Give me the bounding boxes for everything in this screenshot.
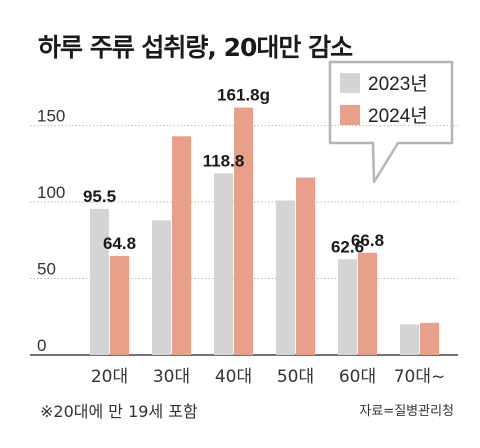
bar-2023 xyxy=(214,173,233,355)
data-label: 64.8 xyxy=(103,234,136,253)
data-label: 66.8 xyxy=(351,231,384,250)
bar-2024 xyxy=(358,252,377,355)
bar-2024 xyxy=(172,136,191,355)
x-tick-label: 30대 xyxy=(153,367,190,387)
bar-2023 xyxy=(276,200,295,355)
x-tick-label: 20대 xyxy=(91,367,128,387)
data-label: 95.5 xyxy=(83,187,116,206)
y-tick-label: 50 xyxy=(37,260,56,279)
footnote: ※20대에 만 19세 포함 xyxy=(40,402,198,421)
x-tick-label: 50대 xyxy=(277,367,314,387)
bar-2024 xyxy=(110,255,129,355)
bar-2023 xyxy=(152,220,171,355)
bar-2023 xyxy=(90,208,109,355)
bar-2024 xyxy=(420,322,439,355)
x-tick-label: 40대 xyxy=(215,367,252,387)
legend-swatch-2024 xyxy=(340,105,360,125)
bar-2023 xyxy=(400,324,419,355)
source-credit: 자료=질병관리청 xyxy=(359,404,454,419)
data-label: 161.8g xyxy=(217,86,270,105)
bar-2023 xyxy=(338,259,357,355)
bar-2024 xyxy=(234,107,253,356)
legend-bubble xyxy=(328,60,454,184)
x-tick-label: 70대~ xyxy=(394,367,446,387)
data-label: 62.6 xyxy=(331,237,364,256)
chart-title: 하루 주류 섭취량, 20대만 감소 xyxy=(38,33,353,62)
legend-swatch-2023 xyxy=(340,73,360,93)
legend-label-2023: 2023년 xyxy=(368,73,428,95)
legend-label-2024: 2024년 xyxy=(368,105,428,127)
y-tick-label: 150 xyxy=(37,107,65,126)
y-tick-label: 100 xyxy=(37,183,65,202)
x-tick-label: 60대 xyxy=(339,367,376,387)
bar-2024 xyxy=(296,177,315,355)
y-tick-label: 0 xyxy=(37,336,46,355)
data-label: 118.8 xyxy=(203,151,245,170)
